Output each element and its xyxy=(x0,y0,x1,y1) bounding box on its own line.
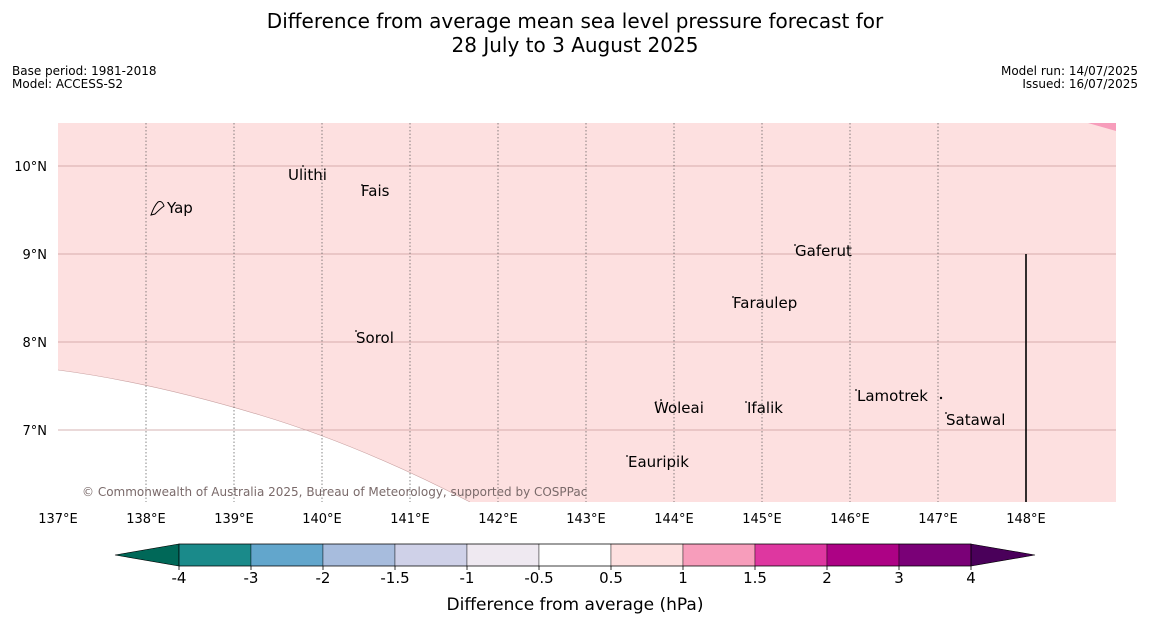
colorbar-tick-labels: -4 -3 -2 -1.5 -1 -0.5 0.5 1 1.5 2 3 4 xyxy=(172,569,976,587)
lon-label: 148°E xyxy=(1006,512,1046,527)
meta-left: Base period: 1981-2018 Model: ACCESS-S2 xyxy=(12,65,157,91)
lon-label: 139°E xyxy=(214,512,254,527)
colorbar-swatch xyxy=(466,543,540,567)
lon-label: 147°E xyxy=(918,512,958,527)
lat-label: 10°N xyxy=(14,160,47,175)
lon-label: 141°E xyxy=(390,512,430,527)
colorbar-tick-label: -4 xyxy=(172,569,187,587)
place-label-lamotrek: Lamotrek xyxy=(857,387,928,405)
colorbar-tick-label: 0.5 xyxy=(599,569,623,587)
map-title-line-2: 28 July to 3 August 2025 xyxy=(451,33,699,57)
place-label-eauripik: Eauripik xyxy=(628,453,689,471)
colorbar-tick-marks xyxy=(178,566,972,570)
colorbar-swatch xyxy=(682,543,756,567)
colorbar-tick-label: 2 xyxy=(822,569,832,587)
yap-island-icon xyxy=(150,201,165,216)
anomaly-fill-neutral xyxy=(58,370,470,502)
lon-label: 142°E xyxy=(478,512,518,527)
lon-label: 137°E xyxy=(38,512,78,527)
lat-label: 8°N xyxy=(23,336,48,351)
colorbar-tick-label: 3 xyxy=(894,569,904,587)
lat-label: 7°N xyxy=(23,424,48,439)
place-label-woleai: Woleai xyxy=(654,399,704,417)
colorbar-swatch xyxy=(754,543,828,567)
colorbar-extend-low xyxy=(114,543,180,567)
meta-right: Model run: 14/07/2025 Issued: 16/07/2025 xyxy=(1001,65,1138,91)
place-label-fais: Fais xyxy=(361,182,390,200)
place-label-yap: Yap xyxy=(166,199,193,217)
colorbar-tick-label: -2 xyxy=(316,569,331,587)
lon-label: 144°E xyxy=(654,512,694,527)
colorbar-swatch xyxy=(898,543,972,567)
colorbar-swatch xyxy=(610,543,684,567)
colorbar-label: Difference from average (hPa) xyxy=(447,595,704,615)
colorbar-tick-label: 1.5 xyxy=(743,569,767,587)
lon-labels: 137°E 138°E 139°E 140°E 141°E 142°E 143°… xyxy=(38,512,1046,527)
copyright-text: © Commonwealth of Australia 2025, Bureau… xyxy=(82,485,587,499)
colorbar-swatch xyxy=(538,543,612,567)
anomaly-fill-1-1.5 xyxy=(1088,123,1116,131)
place-label-gaferut: Gaferut xyxy=(795,242,852,260)
lon-label: 140°E xyxy=(302,512,342,527)
colorbar-tick-label: -1 xyxy=(460,569,475,587)
colorbar-frame xyxy=(178,543,972,567)
issued-text: Issued: 16/07/2025 xyxy=(1022,77,1138,91)
place-label-faraulep: Faraulep xyxy=(733,294,797,312)
colorbar-swatch xyxy=(178,543,252,567)
lon-label: 143°E xyxy=(566,512,606,527)
colorbar-tick-label: 4 xyxy=(966,569,976,587)
lon-label: 146°E xyxy=(830,512,870,527)
colorbar-swatch xyxy=(826,543,900,567)
model-run-text: Model run: 14/07/2025 xyxy=(1000,64,1138,78)
lat-labels: 10°N 9°N 8°N 7°N xyxy=(14,160,47,439)
place-label-sorol: Sorol xyxy=(356,329,394,347)
colorbar-swatch xyxy=(250,543,324,567)
colorbar-swatch xyxy=(394,543,468,567)
colorbar-tick-label: 1 xyxy=(678,569,688,587)
colorbar-extend-high xyxy=(970,543,1036,567)
map-title-line-1: Difference from average mean sea level p… xyxy=(266,9,884,33)
colorbar: -4 -3 -2 -1.5 -1 -0.5 0.5 1 1.5 2 3 4 Di… xyxy=(114,543,1036,615)
lat-label: 9°N xyxy=(23,248,48,263)
colorbar-swatches xyxy=(178,543,972,567)
island-dots xyxy=(302,165,947,457)
contour-line xyxy=(58,369,471,502)
colorbar-tick-label: -0.5 xyxy=(524,569,553,587)
lon-gridlines xyxy=(145,123,939,502)
lon-label: 145°E xyxy=(742,512,782,527)
place-label-ulithi: Ulithi xyxy=(288,166,327,184)
colorbar-swatch xyxy=(322,543,396,567)
place-label-satawal: Satawal xyxy=(946,411,1005,429)
place-label-ifalik: Ifalik xyxy=(747,399,783,417)
base-period-text: Base period: 1981-2018 xyxy=(12,64,157,78)
colorbar-tick-label: -1.5 xyxy=(380,569,409,587)
map-area: Yap Ulithi Fais Gaferut Faraulep Sorol L… xyxy=(58,123,1116,502)
model-text: Model: ACCESS-S2 xyxy=(12,77,124,91)
colorbar-tick-label: -3 xyxy=(244,569,259,587)
lon-label: 138°E xyxy=(126,512,166,527)
